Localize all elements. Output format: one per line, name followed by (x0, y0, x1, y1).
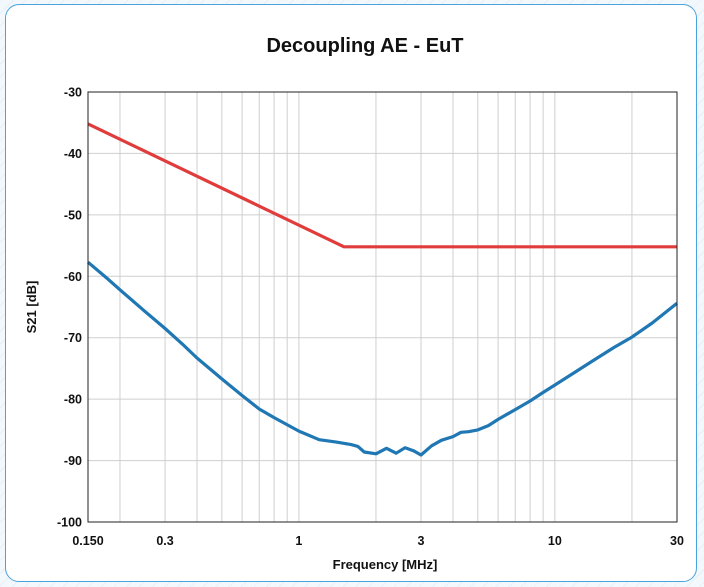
x-tick-label: 10 (548, 534, 562, 548)
series-line-1 (87, 122, 677, 249)
y-tick-label: -40 (64, 147, 82, 161)
x-tick-label: 3 (418, 534, 425, 548)
y-tick-label: -90 (64, 454, 82, 468)
y-tick-labels: -30 -40 -50 -60 -70 -80 -90 -100 (57, 86, 82, 530)
y-tick-label: -60 (64, 270, 82, 284)
y-tick-label: -70 (64, 331, 82, 345)
grid (88, 92, 677, 522)
x-tick-label: 1 (295, 534, 302, 548)
y-axis-label: S21 [dB] (24, 281, 39, 334)
y-tick-label: -100 (57, 516, 82, 530)
x-axis-label: Frequency [MHz] (333, 557, 438, 572)
x-tick-label: 30 (670, 534, 684, 548)
chart-title: Decoupling AE - EuT (266, 35, 463, 57)
x-tick-label: 0.150 (72, 534, 103, 548)
series-line-2 (86, 260, 678, 457)
plot-frame (87, 91, 678, 523)
y-tick-label: -30 (64, 86, 82, 100)
x-tick-label: 0.3 (156, 534, 173, 548)
series-lines (86, 122, 678, 457)
y-tick-label: -50 (64, 208, 82, 222)
y-tick-label: -80 (64, 393, 82, 407)
x-tick-labels: 0.150 0.3 1 3 10 30 (72, 534, 684, 548)
